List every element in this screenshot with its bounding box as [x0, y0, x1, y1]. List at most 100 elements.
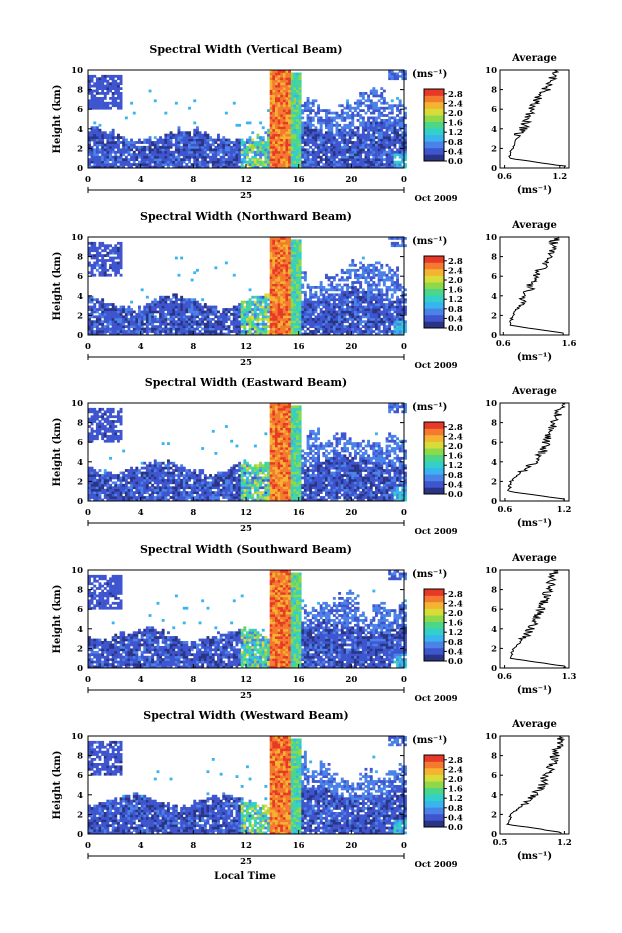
- heatmap-cell: [299, 73, 302, 76]
- heatmap-cell: [354, 296, 357, 299]
- heatmap-cell: [351, 286, 354, 289]
- heatmap-cell: [164, 144, 167, 147]
- heatmap-cell: [270, 257, 273, 260]
- heatmap-cell: [325, 117, 328, 120]
- heatmap-cell: [106, 308, 109, 311]
- heatmap-cell: [188, 315, 191, 318]
- heatmap-cell: [101, 315, 104, 318]
- heatmap-cell: [367, 119, 370, 122]
- heatmap-cell: [367, 293, 370, 296]
- heatmap-cell: [104, 259, 107, 262]
- heatmap-cell: [170, 141, 173, 144]
- heatmap-cell: [185, 141, 188, 144]
- heatmap-cell: [96, 428, 99, 431]
- heatmap-cell: [278, 146, 281, 149]
- heatmap-cell: [286, 279, 289, 282]
- heatmap-cell: [304, 141, 307, 144]
- heatmap-cell: [138, 318, 141, 321]
- heatmap-cell: [275, 92, 278, 95]
- heatmap-cell: [367, 161, 370, 164]
- heatmap-cell: [391, 158, 394, 161]
- date-day-label: 25: [240, 358, 252, 368]
- heatmap-cell: [286, 126, 289, 129]
- heatmap-cell: [296, 124, 299, 127]
- heatmap-cell: [272, 161, 275, 164]
- heatmap-cell: [96, 413, 99, 416]
- heatmap-cell: [296, 85, 299, 88]
- colorbar-swatch: [424, 295, 444, 302]
- heatmap-cell: [365, 156, 368, 159]
- heatmap-cell: [172, 308, 175, 311]
- heatmap-cell: [399, 306, 402, 309]
- heatmap-cell: [201, 311, 204, 314]
- heatmap-cell: [99, 489, 102, 492]
- heatmap-cell: [275, 163, 278, 166]
- heatmap-cell: [275, 90, 278, 93]
- heatmap-cell: [380, 146, 383, 149]
- heatmap-cell: [341, 134, 344, 137]
- heatmap-cell: [91, 467, 94, 470]
- heatmap-cell: [209, 320, 212, 323]
- heatmap-cell: [264, 330, 267, 333]
- heatmap-cell: [291, 102, 294, 105]
- heatmap-cell: [204, 315, 207, 318]
- heatmap-cell: [272, 323, 275, 326]
- heatmap-cell: [191, 328, 194, 331]
- heatmap-cell: [307, 318, 310, 321]
- heatmap-cell: [346, 134, 349, 137]
- heatmap-cell: [291, 269, 294, 272]
- heatmap-cell: [328, 148, 331, 151]
- heatmap-cell: [149, 318, 152, 321]
- heatmap-cell: [149, 158, 152, 161]
- heatmap-cell: [96, 161, 99, 164]
- heatmap-cell: [204, 136, 207, 139]
- heatmap-cell: [375, 107, 378, 110]
- heatmap-cell: [330, 296, 333, 299]
- heatmap-cell: [138, 311, 141, 314]
- heatmap-cell: [386, 122, 389, 125]
- heatmap-cell: [378, 320, 381, 323]
- heatmap-cell: [312, 104, 315, 107]
- heatmap-cell: [291, 298, 294, 301]
- heatmap-cell: [209, 146, 212, 149]
- heatmap-cell: [141, 313, 144, 316]
- heatmap-cell: [133, 141, 136, 144]
- heatmap-cell: [388, 161, 391, 164]
- heatmap-cell: [286, 129, 289, 132]
- heatmap-cell: [286, 156, 289, 159]
- heatmap-cell: [283, 107, 286, 110]
- heatmap-cell: [236, 328, 239, 331]
- heatmap-cell: [164, 139, 167, 142]
- heatmap-cell: [362, 293, 365, 296]
- heatmap-cell: [117, 252, 120, 255]
- heatmap-cell: [307, 163, 310, 166]
- heatmap-cell: [91, 408, 94, 411]
- heatmap-cell: [135, 146, 138, 149]
- heatmap-cell: [191, 320, 194, 323]
- heatmap-cell: [96, 148, 99, 151]
- heatmap-cell: [164, 146, 167, 149]
- heatmap-cell: [99, 131, 102, 134]
- heatmap-cell: [257, 163, 260, 166]
- heatmap-cell: [91, 247, 94, 250]
- heatmap-cell: [296, 271, 299, 274]
- heatmap-cell: [128, 148, 131, 151]
- heatmap-cell: [315, 296, 318, 299]
- heatmap-cell: [114, 247, 117, 250]
- heatmap-cell: [196, 325, 199, 328]
- heatmap-cell: [372, 151, 375, 154]
- heatmap-cell: [93, 474, 96, 477]
- heatmap-cell: [396, 136, 399, 139]
- heatmap-cell: [272, 141, 275, 144]
- heatmap-cell: [270, 90, 273, 93]
- heatmap-cell: [275, 254, 278, 257]
- heatmap-cell: [383, 323, 386, 326]
- heatmap-cell: [338, 114, 341, 117]
- heatmap-cell: [93, 82, 96, 85]
- heatmap-cell: [170, 163, 173, 166]
- heatmap-cell: [125, 318, 128, 321]
- heatmap-cell: [365, 308, 368, 311]
- heatmap-cell: [275, 75, 278, 78]
- heatmap-cell: [346, 318, 349, 321]
- heatmap-cell: [207, 308, 210, 311]
